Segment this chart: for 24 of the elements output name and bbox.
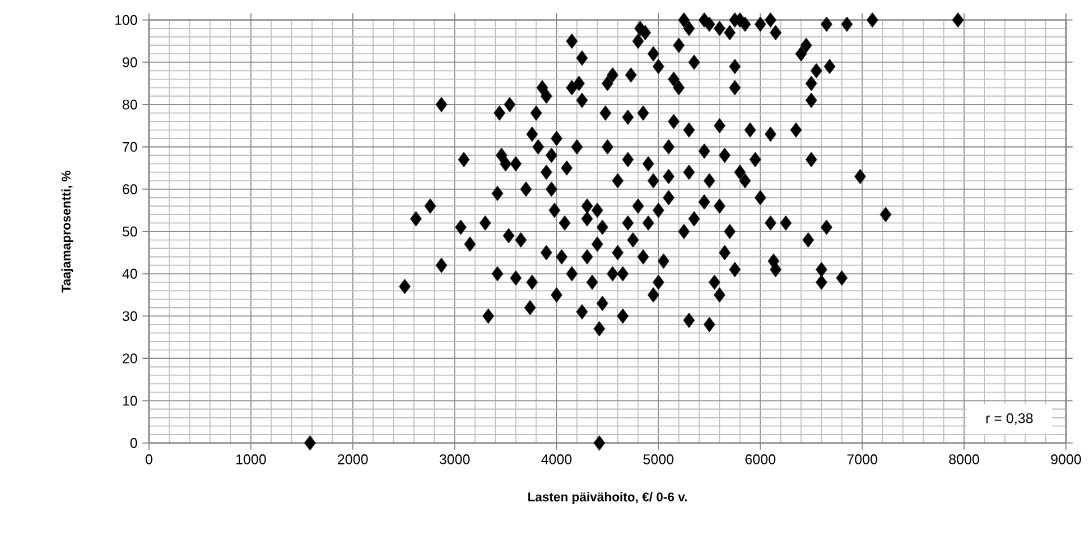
y-tick-label: 30 <box>122 311 138 322</box>
y-tick-label: 100 <box>115 15 138 25</box>
x-tick-label: 2000 <box>337 454 368 465</box>
y-tick-label: 40 <box>122 268 138 279</box>
x-tick-label: 8000 <box>949 454 980 465</box>
x-tick-label: 6000 <box>745 454 776 465</box>
x-axis-title: Lasten päivähoito, €/ 0-6 v. <box>528 492 687 504</box>
y-tick-label: 50 <box>122 226 138 237</box>
y-axis-title: Taajamaprosentti, % <box>61 170 74 293</box>
y-tick-label: 20 <box>122 353 138 364</box>
x-tick-label: 7000 <box>847 454 878 465</box>
x-tick-label: 3000 <box>439 454 470 465</box>
y-tick-label: 0 <box>130 438 138 448</box>
y-tick-label: 60 <box>122 184 138 195</box>
x-tick-label: 4000 <box>541 454 572 465</box>
y-tick-label: 70 <box>122 141 138 152</box>
x-tick-label: 5000 <box>643 454 674 465</box>
y-tick-label: 90 <box>122 57 138 68</box>
x-tick-label: 0 <box>145 454 153 465</box>
x-tick-label: 9000 <box>1051 454 1082 465</box>
y-tick-label: 10 <box>123 395 138 406</box>
y-tick-label: 80 <box>122 99 138 110</box>
x-tick-label: 1000 <box>236 454 266 465</box>
annotation: r = 0,38 <box>986 413 1033 425</box>
